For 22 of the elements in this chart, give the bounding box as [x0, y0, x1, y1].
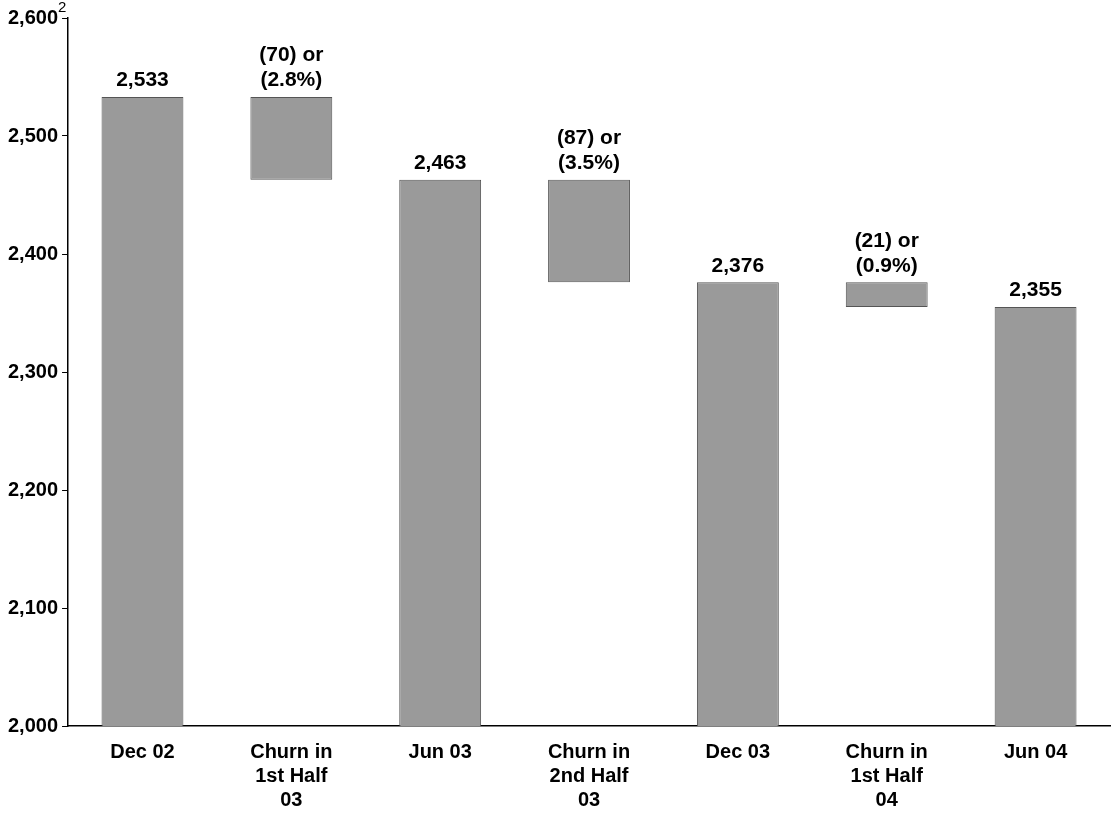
y-tick-label: 2,500: [7, 123, 59, 146]
x-tick-label: Dec 02: [110, 739, 175, 762]
data-label: (21) or (0.9%): [854, 227, 919, 276]
text: 2: [58, 0, 67, 15]
x-tick-label: Churn in 1st Half 03: [250, 739, 333, 810]
y-tick-label: 2,200: [7, 477, 59, 500]
data-label: (70) or (2.8%): [259, 42, 324, 91]
y-tick-label: 2,100: [7, 595, 59, 618]
data-label: 2,355: [1009, 277, 1063, 301]
data-label: 2,463: [413, 149, 467, 173]
data-label: (87) or (3.5%): [556, 124, 622, 173]
data-label: 2,376: [711, 252, 765, 276]
x-tick-label: Dec 03: [705, 739, 771, 762]
y-tick-label: 2,300: [7, 359, 59, 382]
y-tick-label: 2,600: [7, 5, 59, 28]
x-tick-label: Jun 04: [1003, 739, 1069, 762]
x-tick-label: Churn in 2nd Half 03: [547, 739, 631, 810]
data-label: 2,533: [116, 67, 169, 91]
x-tick-label: Churn in 1st Half 04: [845, 739, 928, 810]
x-tick-label: Jun 03: [408, 739, 472, 762]
y-tick-label: 2,400: [7, 241, 59, 264]
y-tick-label: 2,000: [7, 713, 59, 736]
